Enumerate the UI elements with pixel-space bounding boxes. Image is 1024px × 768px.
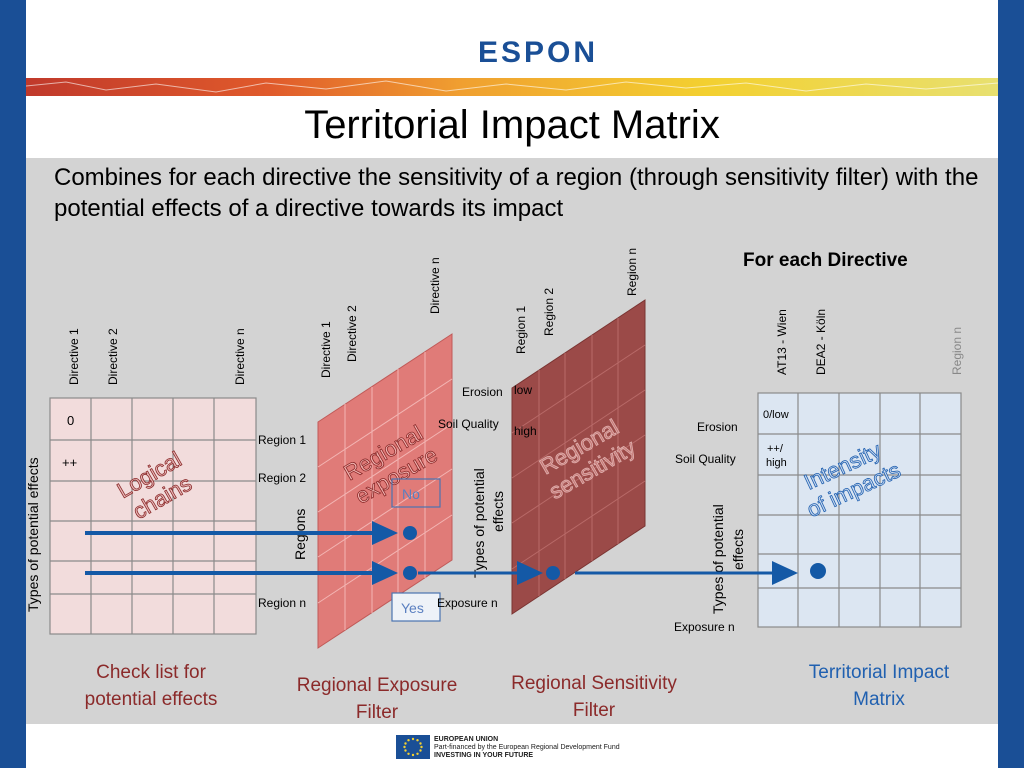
right-frame-bar bbox=[998, 0, 1024, 768]
exposure-row-label: Region 1 bbox=[258, 433, 306, 447]
sensitivity-value: high bbox=[514, 424, 537, 438]
checklist-row-label: Types of potential effects bbox=[25, 457, 41, 612]
checklist-caption-line: Check list for bbox=[96, 662, 206, 683]
exposure-col-header: Directive 2 bbox=[345, 305, 359, 362]
exposure-caption-line: Filter bbox=[356, 702, 399, 723]
page-title: Territorial Impact Matrix bbox=[304, 103, 720, 147]
checklist-cell: 0 bbox=[67, 413, 74, 428]
matrix-row-label: Soil Quality bbox=[675, 452, 736, 466]
dot bbox=[546, 566, 560, 580]
sensitivity-caption-line: Filter bbox=[573, 700, 616, 721]
matrix-grid bbox=[757, 392, 962, 628]
sensitivity-caption-line: Regional Sensitivity bbox=[511, 673, 677, 694]
yes-box bbox=[391, 592, 441, 622]
sensitivity-value: low bbox=[514, 383, 532, 397]
matrix-col-header: Region n bbox=[950, 327, 964, 375]
sensitivity-row-label: Exposure n bbox=[437, 596, 498, 610]
eu-flag-icon bbox=[396, 735, 430, 759]
checklist-col-header: Directive n bbox=[233, 328, 247, 385]
matrix-cell: high bbox=[766, 457, 787, 469]
dot bbox=[810, 563, 826, 579]
exposure-col-header: Directive n bbox=[428, 257, 442, 314]
sensitivity-col-header: Region n bbox=[625, 248, 639, 296]
exposure-row-label: Region n bbox=[258, 596, 306, 610]
header: ESPON bbox=[26, 16, 998, 78]
exposure-col-header: Directive 1 bbox=[319, 321, 333, 378]
arrows bbox=[85, 521, 826, 585]
exposure-caption-line: Regional Exposure bbox=[297, 675, 458, 696]
matrix-caption-line: Matrix bbox=[853, 689, 905, 710]
checklist-cell: ++ bbox=[62, 455, 77, 470]
page-subtitle: Combines for each directive the sensitiv… bbox=[54, 164, 979, 222]
map-strip bbox=[26, 78, 998, 96]
left-frame-bar bbox=[0, 0, 26, 768]
sensitivity-row-label: Erosion bbox=[462, 385, 503, 399]
matrix-caption-line: Territorial Impact bbox=[809, 662, 950, 683]
no-label: No bbox=[402, 486, 420, 502]
matrix-row-label: Erosion bbox=[697, 420, 738, 434]
top-bar bbox=[26, 0, 998, 16]
matrix-cell: ++/ bbox=[767, 443, 784, 455]
dot bbox=[403, 566, 417, 580]
matrix-axis-label: effects bbox=[730, 529, 746, 570]
dot bbox=[403, 526, 417, 540]
matrix-col-header: DEA2 - Köln bbox=[814, 309, 828, 375]
eu-funding-line: INVESTING IN YOUR FUTURE bbox=[434, 752, 534, 759]
matrix-axis-label: Types of potential bbox=[710, 504, 726, 614]
sensitivity-col-header: Region 1 bbox=[514, 306, 528, 354]
sensitivity-col-header: Region 2 bbox=[542, 288, 556, 336]
sensitivity-axis-label: effects bbox=[490, 491, 506, 532]
checklist-col-header: Directive 2 bbox=[106, 328, 120, 385]
matrix-heading: For each Directive bbox=[743, 250, 908, 271]
no-box bbox=[391, 478, 441, 508]
sensitivity-axis-label: Types of potential bbox=[471, 468, 487, 578]
checklist-col-header: Directive 1 bbox=[67, 328, 81, 385]
exposure-row-label: Region 2 bbox=[258, 471, 306, 485]
eu-funding-line: EUROPEAN UNION bbox=[434, 736, 499, 743]
arrow-head bbox=[372, 521, 398, 545]
matrix-row-label: Exposure n bbox=[674, 620, 735, 634]
checklist-caption-line: potential effects bbox=[85, 689, 218, 710]
espon-logo: ESPON bbox=[478, 36, 599, 69]
arrow-head bbox=[517, 561, 543, 585]
arrow-head bbox=[772, 561, 798, 585]
matrix-col-header: AT13 - Wien bbox=[775, 309, 789, 375]
sensitivity-panel bbox=[511, 299, 646, 615]
yes-label: Yes bbox=[401, 600, 424, 616]
eu-funding-line: Part-financed by the European Regional D… bbox=[434, 744, 620, 751]
arrow-head bbox=[372, 561, 398, 585]
checklist-grid bbox=[49, 397, 257, 635]
eu-funding-text: EUROPEAN UNION Part-financed by the Euro… bbox=[434, 736, 620, 760]
sensitivity-row-label: Soil Quality bbox=[438, 417, 499, 431]
footer bbox=[26, 724, 998, 768]
title-bar bbox=[26, 96, 998, 158]
matrix-cell: 0/low bbox=[763, 409, 789, 421]
